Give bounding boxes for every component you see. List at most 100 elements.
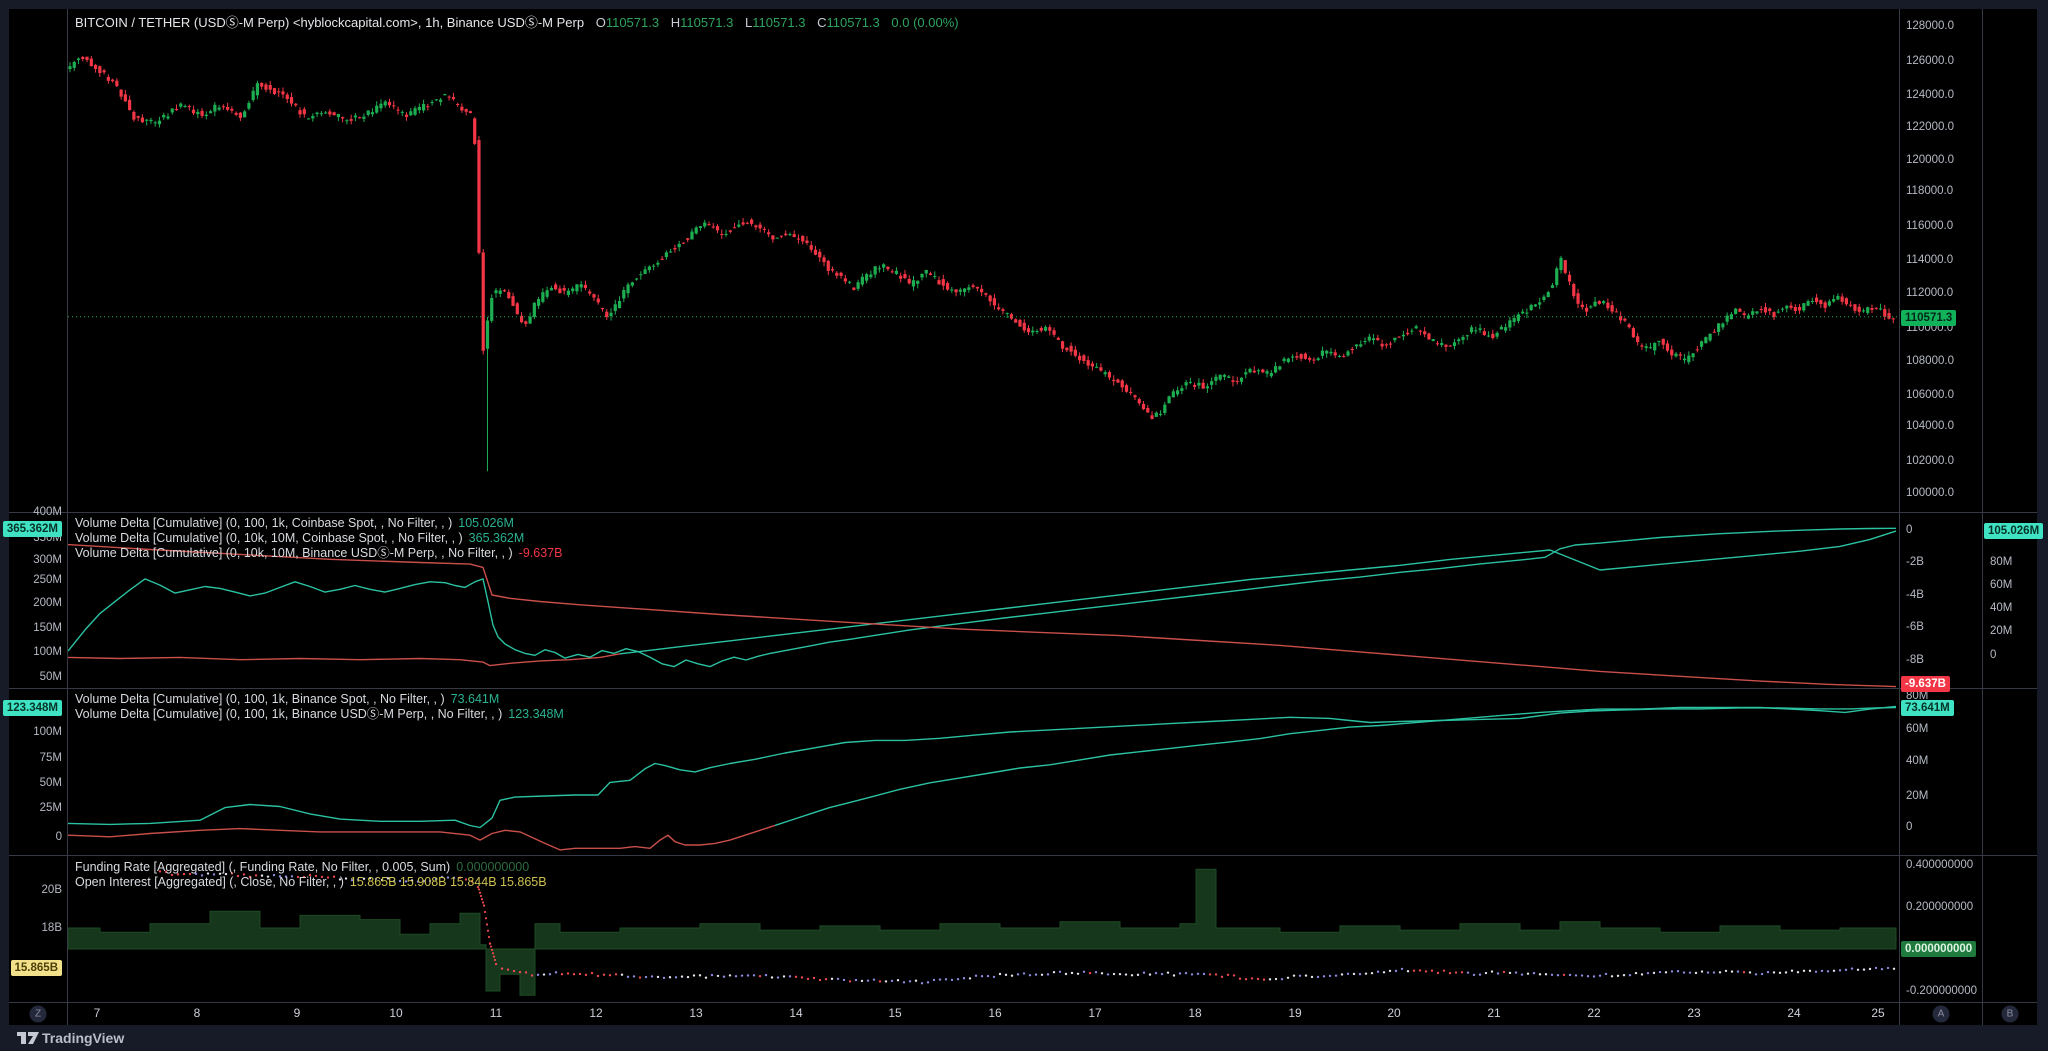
- right-axis-label: -2B: [1906, 556, 1924, 568]
- symbol-header[interactable]: BITCOIN / TETHER (USDⓈ-M Perp) <hyblockc…: [75, 12, 959, 31]
- left-axis-label: 50M: [39, 777, 62, 789]
- indicator-legend-row[interactable]: Volume Delta [Cumulative] (0, 100, 1k, B…: [75, 707, 564, 722]
- pane-divider-2[interactable]: [9, 688, 2037, 689]
- indicator-title: Volume Delta [Cumulative] (0, 100, 1k, B…: [75, 707, 503, 721]
- time-axis-label: 23: [1687, 1006, 1701, 1020]
- left-axis-label: 20B: [41, 884, 62, 896]
- axis-price-tag: 0.000000000: [1901, 941, 1977, 957]
- axis-price-tag: 105.026M: [1984, 523, 2044, 539]
- tradingview-logo-icon[interactable]: [16, 1031, 40, 1046]
- scale-b-button[interactable]: B: [2001, 1005, 2019, 1023]
- left-axis-label: 75M: [39, 752, 62, 764]
- ohlc-open-label: O: [595, 15, 606, 30]
- right-scale-divider-2: [1982, 9, 1983, 1025]
- right-axis-label: 124000.0: [1906, 89, 1954, 101]
- time-axis-label: 11: [489, 1006, 503, 1020]
- time-axis-label: 14: [789, 1006, 803, 1020]
- far-right-axis-label: 60M: [1990, 579, 2013, 591]
- indicator-title: Volume Delta [Cumulative] (0, 100, 1k, C…: [75, 516, 453, 530]
- footer-bar: TradingView: [0, 1025, 2048, 1051]
- ohlc-high-label: H: [670, 15, 681, 30]
- pane-divider-3[interactable]: [9, 855, 2037, 856]
- axis-price-tag: -9.637B: [1901, 676, 1950, 692]
- right-axis-label: 106000.0: [1906, 389, 1954, 401]
- left-axis-label: 400M: [33, 506, 62, 518]
- indicator-legend-row[interactable]: Open Interest [Aggregated] (, Close, No …: [75, 875, 547, 890]
- indicator-title: Funding Rate [Aggregated] (, Funding Rat…: [75, 860, 451, 874]
- indicator-legend-row[interactable]: Funding Rate [Aggregated] (, Funding Rat…: [75, 860, 529, 875]
- axis-price-tag: 365.362M: [2, 521, 62, 537]
- far-right-axis-label: 0: [1990, 649, 1997, 661]
- right-axis-label: 0: [1906, 821, 1913, 833]
- indicator-value: 15.865B 15.908B 15.844B 15.865B: [349, 875, 547, 889]
- left-axis-label: 0: [55, 831, 62, 843]
- indicator-value: 365.362M: [468, 531, 525, 545]
- time-axis-label: 18: [1188, 1006, 1202, 1020]
- right-axis-label: -4B: [1906, 589, 1924, 601]
- scale-a-button[interactable]: A: [1932, 1005, 1950, 1023]
- ohlc-open: 110571.3: [605, 15, 660, 30]
- right-axis-label: -0.200000000: [1906, 985, 1977, 997]
- right-axis-label: 0.400000000: [1906, 859, 1974, 871]
- time-axis-label: 10: [389, 1006, 403, 1020]
- time-axis-label: 25: [1871, 1006, 1885, 1020]
- time-axis-label: 12: [589, 1006, 603, 1020]
- left-axis-label: 25M: [39, 802, 62, 814]
- right-axis-label: 100000.0: [1906, 487, 1954, 499]
- right-axis-label: 20M: [1906, 790, 1929, 802]
- right-axis-label: 122000.0: [1906, 121, 1954, 133]
- ohlc-change: 0.0 (0.00%): [891, 15, 959, 30]
- time-axis-label: 24: [1787, 1006, 1801, 1020]
- right-axis-label: 120000.0: [1906, 154, 1954, 166]
- time-axis-label: 15: [888, 1006, 902, 1020]
- right-axis-label: -6B: [1906, 621, 1924, 633]
- time-axis-label: 9: [293, 1006, 301, 1020]
- left-axis-label: 300M: [33, 554, 62, 566]
- left-axis-label: 150M: [33, 622, 62, 634]
- time-axis-label: 17: [1088, 1006, 1102, 1020]
- right-axis-label: 40M: [1906, 755, 1929, 767]
- symbol-title: BITCOIN / TETHER (USDⓈ-M Perp) <hyblockc…: [75, 15, 585, 30]
- right-axis-label: 80M: [1906, 690, 1929, 702]
- time-axis-label: 8: [193, 1006, 201, 1020]
- left-axis-label: 200M: [33, 597, 62, 609]
- far-right-axis-label: 40M: [1990, 602, 2013, 614]
- right-axis-label: 104000.0: [1906, 420, 1954, 432]
- ohlc-close-label: C: [817, 15, 827, 30]
- time-axis-label: 22: [1587, 1006, 1601, 1020]
- timezone-button[interactable]: Z: [29, 1005, 47, 1023]
- right-axis-label: 128000.0: [1906, 20, 1954, 32]
- far-right-axis-label: 20M: [1990, 625, 2013, 637]
- axis-price-tag: 123.348M: [2, 700, 62, 716]
- indicator-legend-row[interactable]: Volume Delta [Cumulative] (0, 100, 1k, C…: [75, 516, 514, 531]
- right-axis-label: -8B: [1906, 654, 1924, 666]
- ohlc-low: 110571.3: [752, 15, 806, 30]
- indicator-legend-row[interactable]: Volume Delta [Cumulative] (0, 10k, 10M, …: [75, 546, 562, 561]
- tradingview-brand[interactable]: TradingView: [42, 1030, 125, 1046]
- indicator-title: Open Interest [Aggregated] (, Close, No …: [75, 875, 344, 889]
- indicator-title: Volume Delta [Cumulative] (0, 100, 1k, B…: [75, 692, 445, 706]
- indicator-legend-row[interactable]: Volume Delta [Cumulative] (0, 100, 1k, B…: [75, 692, 499, 707]
- time-axis-label: 20: [1387, 1006, 1401, 1020]
- time-axis-label: 16: [988, 1006, 1002, 1020]
- right-axis-label: 114000.0: [1906, 254, 1954, 266]
- left-axis-label: 250M: [33, 574, 62, 586]
- right-axis-label: 118000.0: [1906, 185, 1954, 197]
- indicator-value: 123.348M: [508, 707, 564, 721]
- right-axis-label: 108000.0: [1906, 355, 1954, 367]
- ohlc-low-label: L: [745, 15, 753, 30]
- left-axis-label: 100M: [33, 646, 62, 658]
- indicator-legend-row[interactable]: Volume Delta [Cumulative] (0, 10k, 10M, …: [75, 531, 524, 546]
- indicator-title: Volume Delta [Cumulative] (0, 10k, 10M, …: [75, 546, 513, 560]
- indicator-value: -9.637B: [518, 546, 563, 560]
- left-axis-label: 100M: [33, 726, 62, 738]
- pane-divider-1[interactable]: [9, 512, 2037, 513]
- left-axis-label: 18B: [41, 922, 62, 934]
- right-axis-label: 116000.0: [1906, 220, 1954, 232]
- time-axis-label: 21: [1487, 1006, 1501, 1020]
- time-axis-label: 7: [93, 1006, 101, 1020]
- left-axis-label: 50M: [39, 671, 62, 683]
- indicator-value: 105.026M: [458, 516, 514, 530]
- time-axis-divider: [9, 1002, 2037, 1003]
